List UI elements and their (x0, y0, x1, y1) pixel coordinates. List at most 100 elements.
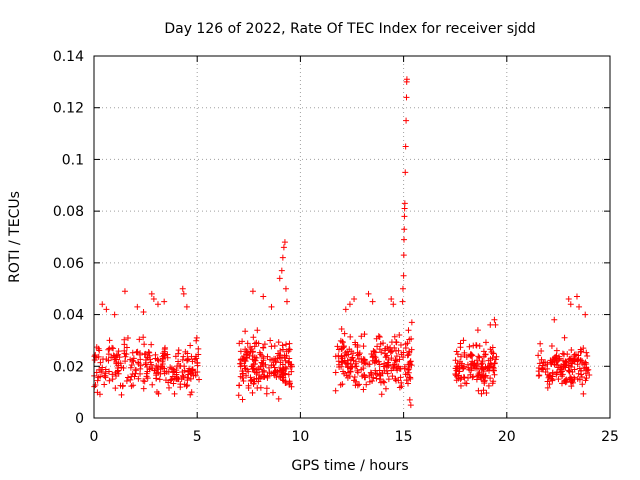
data-point-marker (240, 377, 247, 384)
data-point-marker (129, 370, 136, 377)
data-point-marker (464, 374, 471, 381)
data-point-marker (130, 382, 137, 389)
data-point-marker (141, 378, 148, 385)
data-point-marker (466, 343, 473, 350)
y-tick-label: 0.08 (53, 204, 84, 220)
data-point-marker (564, 351, 571, 358)
data-point-marker (453, 373, 460, 380)
data-point-marker (578, 348, 585, 355)
data-point-marker (487, 346, 494, 353)
data-point-marker (455, 372, 462, 379)
data-point-marker (492, 356, 499, 363)
data-point-marker (548, 342, 555, 349)
data-point-marker (140, 334, 147, 341)
data-point-marker (350, 350, 357, 357)
data-point-marker (402, 169, 409, 176)
data-point-marker (389, 348, 396, 355)
data-point-marker (401, 205, 408, 212)
data-point-marker (264, 353, 271, 360)
data-point-marker (136, 336, 143, 343)
data-point-marker (91, 357, 98, 364)
data-point-marker (144, 354, 151, 361)
data-point-marker (561, 378, 568, 385)
data-point-marker (283, 298, 290, 305)
data-point-marker (106, 337, 113, 344)
data-point-marker (586, 371, 593, 378)
data-point-marker (535, 364, 542, 371)
data-point-marker (568, 376, 575, 383)
data-point-marker (189, 366, 196, 373)
data-point-marker (568, 347, 575, 354)
data-point-marker (334, 343, 341, 350)
data-point-marker (276, 275, 283, 282)
data-point-marker (285, 371, 292, 378)
data-point-marker (267, 337, 274, 344)
data-point-marker (237, 348, 244, 355)
data-point-marker (460, 365, 467, 372)
data-point-marker (399, 285, 406, 292)
data-point-marker (172, 353, 179, 360)
data-point-marker (97, 373, 104, 380)
data-point-marker (256, 372, 263, 379)
data-point-marker (162, 377, 169, 384)
data-point-marker (576, 303, 583, 310)
data-point-marker (555, 376, 562, 383)
data-point-marker (169, 369, 176, 376)
data-point-marker (475, 372, 482, 379)
data-point-marker (491, 371, 498, 378)
data-point-marker (113, 356, 120, 363)
data-point-marker (575, 356, 582, 363)
data-point-marker (276, 354, 283, 361)
x-tick-label: 5 (193, 429, 202, 445)
data-point-marker (281, 239, 288, 246)
data-point-marker (385, 356, 392, 363)
data-point-marker (247, 348, 254, 355)
data-point-marker (556, 355, 563, 362)
tick-labels: 0 5 10 15 20 25 0 0.02 0.04 0.06 0.08 0.1 0.12 0.14 (53, 49, 619, 445)
data-point-marker (278, 267, 285, 274)
data-point-marker (96, 347, 103, 354)
data-point-marker (579, 381, 586, 388)
data-point-marker (468, 351, 475, 358)
data-point-marker (245, 368, 252, 375)
data-point-marker (399, 298, 406, 305)
plot-frame (93, 55, 611, 419)
data-point-marker (279, 367, 286, 374)
data-point-marker (251, 368, 258, 375)
data-point-marker (94, 377, 101, 384)
data-point-marker (236, 360, 243, 367)
data-point-marker (360, 371, 367, 378)
data-point-marker (368, 369, 375, 376)
data-point-marker (461, 374, 468, 381)
data-point-marker (405, 327, 412, 334)
data-point-marker (244, 355, 251, 362)
data-point-marker (369, 353, 376, 360)
data-point-marker (279, 342, 286, 349)
data-point-marker (546, 381, 553, 388)
data-point-marker (144, 375, 151, 382)
data-point-marker (157, 370, 164, 377)
data-point-marker (549, 377, 556, 384)
data-point-marker (544, 384, 551, 391)
data-point-marker (155, 390, 162, 397)
data-point-marker (376, 333, 383, 340)
data-point-marker (403, 76, 410, 83)
data-point-marker (390, 301, 397, 308)
data-point-marker (467, 351, 474, 358)
data-point-marker (336, 363, 343, 370)
data-point-marker (379, 370, 386, 377)
data-point-marker (378, 349, 385, 356)
data-point-marker (457, 376, 464, 383)
data-point-marker (562, 377, 569, 384)
data-point-marker (453, 367, 460, 374)
data-point-marker (150, 296, 157, 303)
data-point-marker (288, 383, 295, 390)
data-point-marker (372, 357, 379, 364)
data-point-marker (562, 358, 569, 365)
data-point-marker (400, 349, 407, 356)
data-point-marker (568, 360, 575, 367)
data-point-marker (565, 362, 572, 369)
data-point-marker (544, 365, 551, 372)
data-point-marker (273, 373, 280, 380)
